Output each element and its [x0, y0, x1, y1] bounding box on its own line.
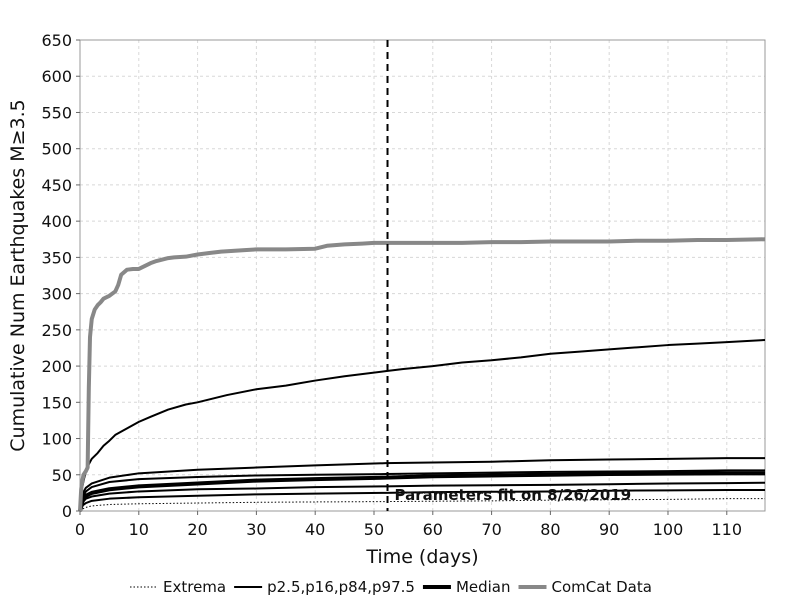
- x-tick-label: 100: [653, 520, 684, 539]
- y-tick-label: 250: [41, 321, 72, 340]
- plot-frame: [79, 39, 766, 512]
- axis-ticks: 0 10 20 30 40 50 60 70 80 90 100 110 0 50 100 150 200 250…: [41, 31, 742, 539]
- legend-label: Median: [456, 578, 511, 596]
- fit-date-annotation: Parameters fit on 8/26/2019: [395, 486, 632, 504]
- series-line-median: [78, 471, 765, 512]
- series-line-p2-5-p16-p84-p97-5: [79, 338, 766, 512]
- y-tick-label: 450: [41, 176, 72, 195]
- legend-label: Extrema: [163, 578, 226, 596]
- series-line-p2-5-p16-p84-p97-5: [79, 457, 765, 512]
- x-tick-label: 30: [246, 520, 266, 539]
- series-line-comcat-data: [78, 237, 766, 512]
- series-line-p2-5-p16-p84-p97-5: [79, 488, 765, 512]
- series-line-p2-5-p16-p84-p97-5: [79, 481, 766, 512]
- y-axis-title: Cumulative Num Earthquakes M≥3.5: [7, 99, 29, 451]
- x-tick-label: 50: [364, 520, 384, 539]
- x-tick-label: 110: [712, 520, 743, 539]
- y-tick-label: 350: [41, 248, 72, 267]
- x-tick-label: 0: [75, 520, 85, 539]
- x-tick-label: 90: [599, 520, 619, 539]
- series-line-extrema: [79, 498, 765, 512]
- legend: Extrema p2.5,p16,p84,p97.5 Median ComCat Da…: [130, 578, 652, 596]
- y-tick-label: 400: [41, 212, 72, 231]
- x-tick-label: 80: [540, 520, 560, 539]
- y-tick-label: 0: [62, 502, 72, 521]
- series-line-p2-5-p16-p84-p97-5: [79, 469, 765, 512]
- x-tick-label: 20: [187, 520, 207, 539]
- y-tick-label: 550: [41, 103, 72, 122]
- y-tick-label: 100: [41, 430, 72, 449]
- y-tick-label: 200: [41, 357, 72, 376]
- x-axis-title: Time (days): [365, 546, 478, 568]
- y-tick-label: 50: [52, 466, 72, 485]
- grid: [79, 39, 765, 512]
- legend-label: ComCat Data: [552, 578, 652, 596]
- series-layer: [78, 237, 766, 512]
- legend-label: p2.5,p16,p84,p97.5: [267, 578, 415, 596]
- y-tick-label: 500: [41, 140, 72, 159]
- x-tick-label: 40: [305, 520, 325, 539]
- y-tick-label: 600: [41, 67, 72, 86]
- y-tick-label: 650: [41, 31, 72, 50]
- x-tick-label: 70: [481, 520, 501, 539]
- y-tick-label: 300: [41, 285, 72, 304]
- x-tick-label: 10: [129, 520, 149, 539]
- x-tick-label: 60: [423, 520, 443, 539]
- y-tick-label: 150: [41, 393, 72, 412]
